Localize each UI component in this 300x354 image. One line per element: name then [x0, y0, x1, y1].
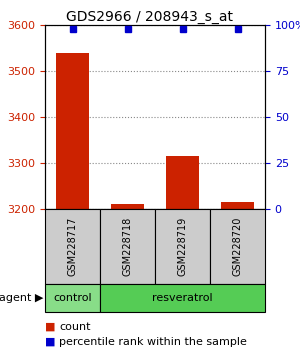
- Bar: [111, 204, 144, 209]
- Text: GSM228717: GSM228717: [68, 217, 77, 276]
- Text: GDS2966 / 208943_s_at: GDS2966 / 208943_s_at: [67, 10, 233, 24]
- Text: count: count: [59, 322, 91, 332]
- Text: GSM228719: GSM228719: [178, 217, 188, 276]
- Text: percentile rank within the sample: percentile rank within the sample: [59, 337, 247, 347]
- Text: agent ▶: agent ▶: [0, 293, 43, 303]
- Text: GSM228718: GSM228718: [122, 217, 133, 276]
- Text: GSM228720: GSM228720: [232, 217, 242, 276]
- Bar: [166, 156, 199, 209]
- Text: ■: ■: [45, 322, 56, 332]
- Text: resveratrol: resveratrol: [152, 293, 213, 303]
- Text: ■: ■: [45, 337, 56, 347]
- Bar: [221, 202, 254, 209]
- Bar: [56, 53, 89, 209]
- Text: control: control: [53, 293, 92, 303]
